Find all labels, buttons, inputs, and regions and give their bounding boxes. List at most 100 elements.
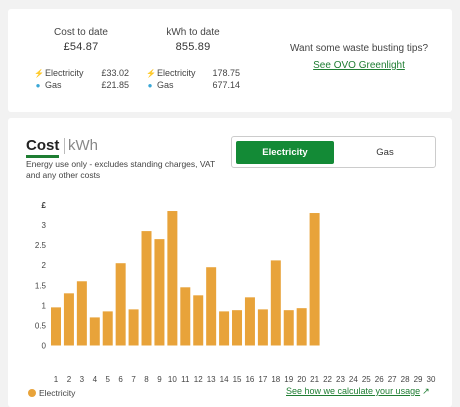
y-tick-label: 0 <box>42 342 47 351</box>
x-tick-label: 2 <box>67 375 72 384</box>
usage-summary-card: Cost to date £54.87 ⚡ Electricity £33.02… <box>8 9 452 112</box>
external-link-icon: ↗ <box>422 386 430 396</box>
x-tick-label: 29 <box>414 375 423 384</box>
cost-electricity-label: Electricity <box>45 68 84 78</box>
y-tick-label: 2.5 <box>35 241 47 250</box>
x-tick-label: 13 <box>207 375 216 384</box>
y-tick-label: 1 <box>42 301 47 310</box>
tab-divider <box>64 138 65 154</box>
chart-bar <box>63 293 74 346</box>
waste-tips-text: Want some waste busting tips? <box>289 43 429 54</box>
chart-bar <box>115 263 126 346</box>
chart-subtitle: Energy use only - excludes standing char… <box>26 159 215 180</box>
chart-bar <box>257 309 268 346</box>
cost-to-date: Cost to date £54.87 <box>46 27 116 53</box>
legend-swatch <box>28 389 36 397</box>
x-tick-label: 6 <box>118 375 123 384</box>
y-tick-label: 1.5 <box>35 281 47 290</box>
kwh-gas-row: ● Gas 677.14 <box>145 80 240 91</box>
cost-electricity-row: ⚡ Electricity £33.02 <box>33 68 129 79</box>
gas-drop-icon: ● <box>147 81 153 90</box>
x-tick-label: 4 <box>93 375 98 384</box>
chart-bar <box>283 310 294 346</box>
chart-bar <box>102 311 113 346</box>
chart-bar <box>270 260 281 346</box>
x-tick-label: 20 <box>297 375 306 384</box>
x-tick-label: 17 <box>258 375 267 384</box>
chart-bar <box>76 281 87 346</box>
kwh-electricity-row: ⚡ Electricity 178.75 <box>145 68 240 79</box>
y-tick-label: 0.5 <box>35 321 47 330</box>
kwh-to-date-title: kWh to date <box>166 27 220 38</box>
chart-bar <box>244 297 255 346</box>
waste-tips: Want some waste busting tips? See OVO Gr… <box>274 43 444 71</box>
x-tick-label: 22 <box>323 375 332 384</box>
x-tick-label: 26 <box>375 375 384 384</box>
x-tick-label: 24 <box>349 375 358 384</box>
chart-bar <box>219 311 230 346</box>
chart-bar <box>89 317 100 346</box>
cost-to-date-title: Cost to date <box>54 27 108 38</box>
usage-bar-chart: £00.511.522.531 2 3 4 5 6 7 8 9 10 11 12 13 14 15 16 17 1… <box>35 201 436 384</box>
x-tick-label: 7 <box>131 375 136 384</box>
cost-electricity-value: £33.02 <box>101 68 129 78</box>
x-tick-label: 3 <box>80 375 85 384</box>
how-we-calculate-link[interactable]: See how we calculate your usage ↗ <box>286 386 430 397</box>
x-tick-label: 23 <box>336 375 345 384</box>
chart-bar <box>193 295 204 346</box>
chart-legend: Electricity <box>28 388 75 399</box>
tab-cost[interactable]: Cost <box>26 137 60 158</box>
gas-drop-icon: ● <box>35 81 41 90</box>
chart-bar <box>296 308 307 346</box>
x-tick-label: 5 <box>105 375 110 384</box>
ovo-greenlight-link[interactable]: See OVO Greenlight <box>313 60 405 71</box>
x-tick-label: 11 <box>181 375 190 384</box>
legend-label: Electricity <box>39 388 76 398</box>
x-tick-label: 8 <box>144 375 149 384</box>
x-tick-label: 16 <box>245 375 254 384</box>
fuel-toggle: Electricity Gas <box>231 136 436 168</box>
kwh-to-date-total: 855.89 <box>175 41 211 53</box>
x-tick-label: 21 <box>310 375 319 384</box>
chart-bar <box>128 309 139 346</box>
chart-bar <box>51 307 61 346</box>
kwh-to-date: kWh to date 855.89 <box>158 27 228 53</box>
x-tick-label: 18 <box>271 375 280 384</box>
cost-gas-row: ● Gas £21.85 <box>33 80 129 91</box>
x-tick-label: 27 <box>388 375 397 384</box>
cost-gas-label: Gas <box>45 80 62 90</box>
x-tick-label: 14 <box>220 375 229 384</box>
x-tick-label: 10 <box>168 375 177 384</box>
tab-kwh[interactable]: kWh <box>68 137 98 154</box>
electricity-button[interactable]: Electricity <box>236 141 334 164</box>
chart-bar <box>232 310 243 346</box>
x-tick-label: 28 <box>401 375 410 384</box>
y-tick-label: 2 <box>42 261 47 270</box>
x-tick-label: 1 <box>54 375 59 384</box>
x-tick-label: 12 <box>194 375 203 384</box>
chart-bar <box>154 239 165 346</box>
usage-chart-card: Cost kWh Energy use only - excludes stan… <box>8 118 452 407</box>
chart-bar <box>141 231 152 346</box>
kwh-gas-value: 677.14 <box>212 80 240 90</box>
x-tick-label: 9 <box>157 375 162 384</box>
kwh-electricity-value: 178.75 <box>212 68 240 78</box>
cost-gas-value: £21.85 <box>101 80 129 90</box>
gas-button[interactable]: Gas <box>376 147 394 158</box>
kwh-gas-label: Gas <box>157 80 174 90</box>
y-axis-label: £ <box>42 201 47 210</box>
x-tick-label: 25 <box>362 375 371 384</box>
chart-bar <box>167 211 178 346</box>
x-tick-label: 30 <box>427 375 436 384</box>
chart-bar <box>180 287 191 346</box>
how-we-calculate-label[interactable]: See how we calculate your usage <box>286 386 421 396</box>
x-tick-label: 15 <box>233 375 242 384</box>
chart-bar <box>309 213 320 346</box>
y-tick-label: 3 <box>42 221 47 230</box>
x-tick-label: 19 <box>284 375 293 384</box>
cost-to-date-total: £54.87 <box>63 41 99 53</box>
kwh-electricity-label: Electricity <box>157 68 196 78</box>
lightning-icon: ⚡ <box>146 69 156 78</box>
lightning-icon: ⚡ <box>34 69 44 78</box>
chart-bar <box>206 267 217 346</box>
